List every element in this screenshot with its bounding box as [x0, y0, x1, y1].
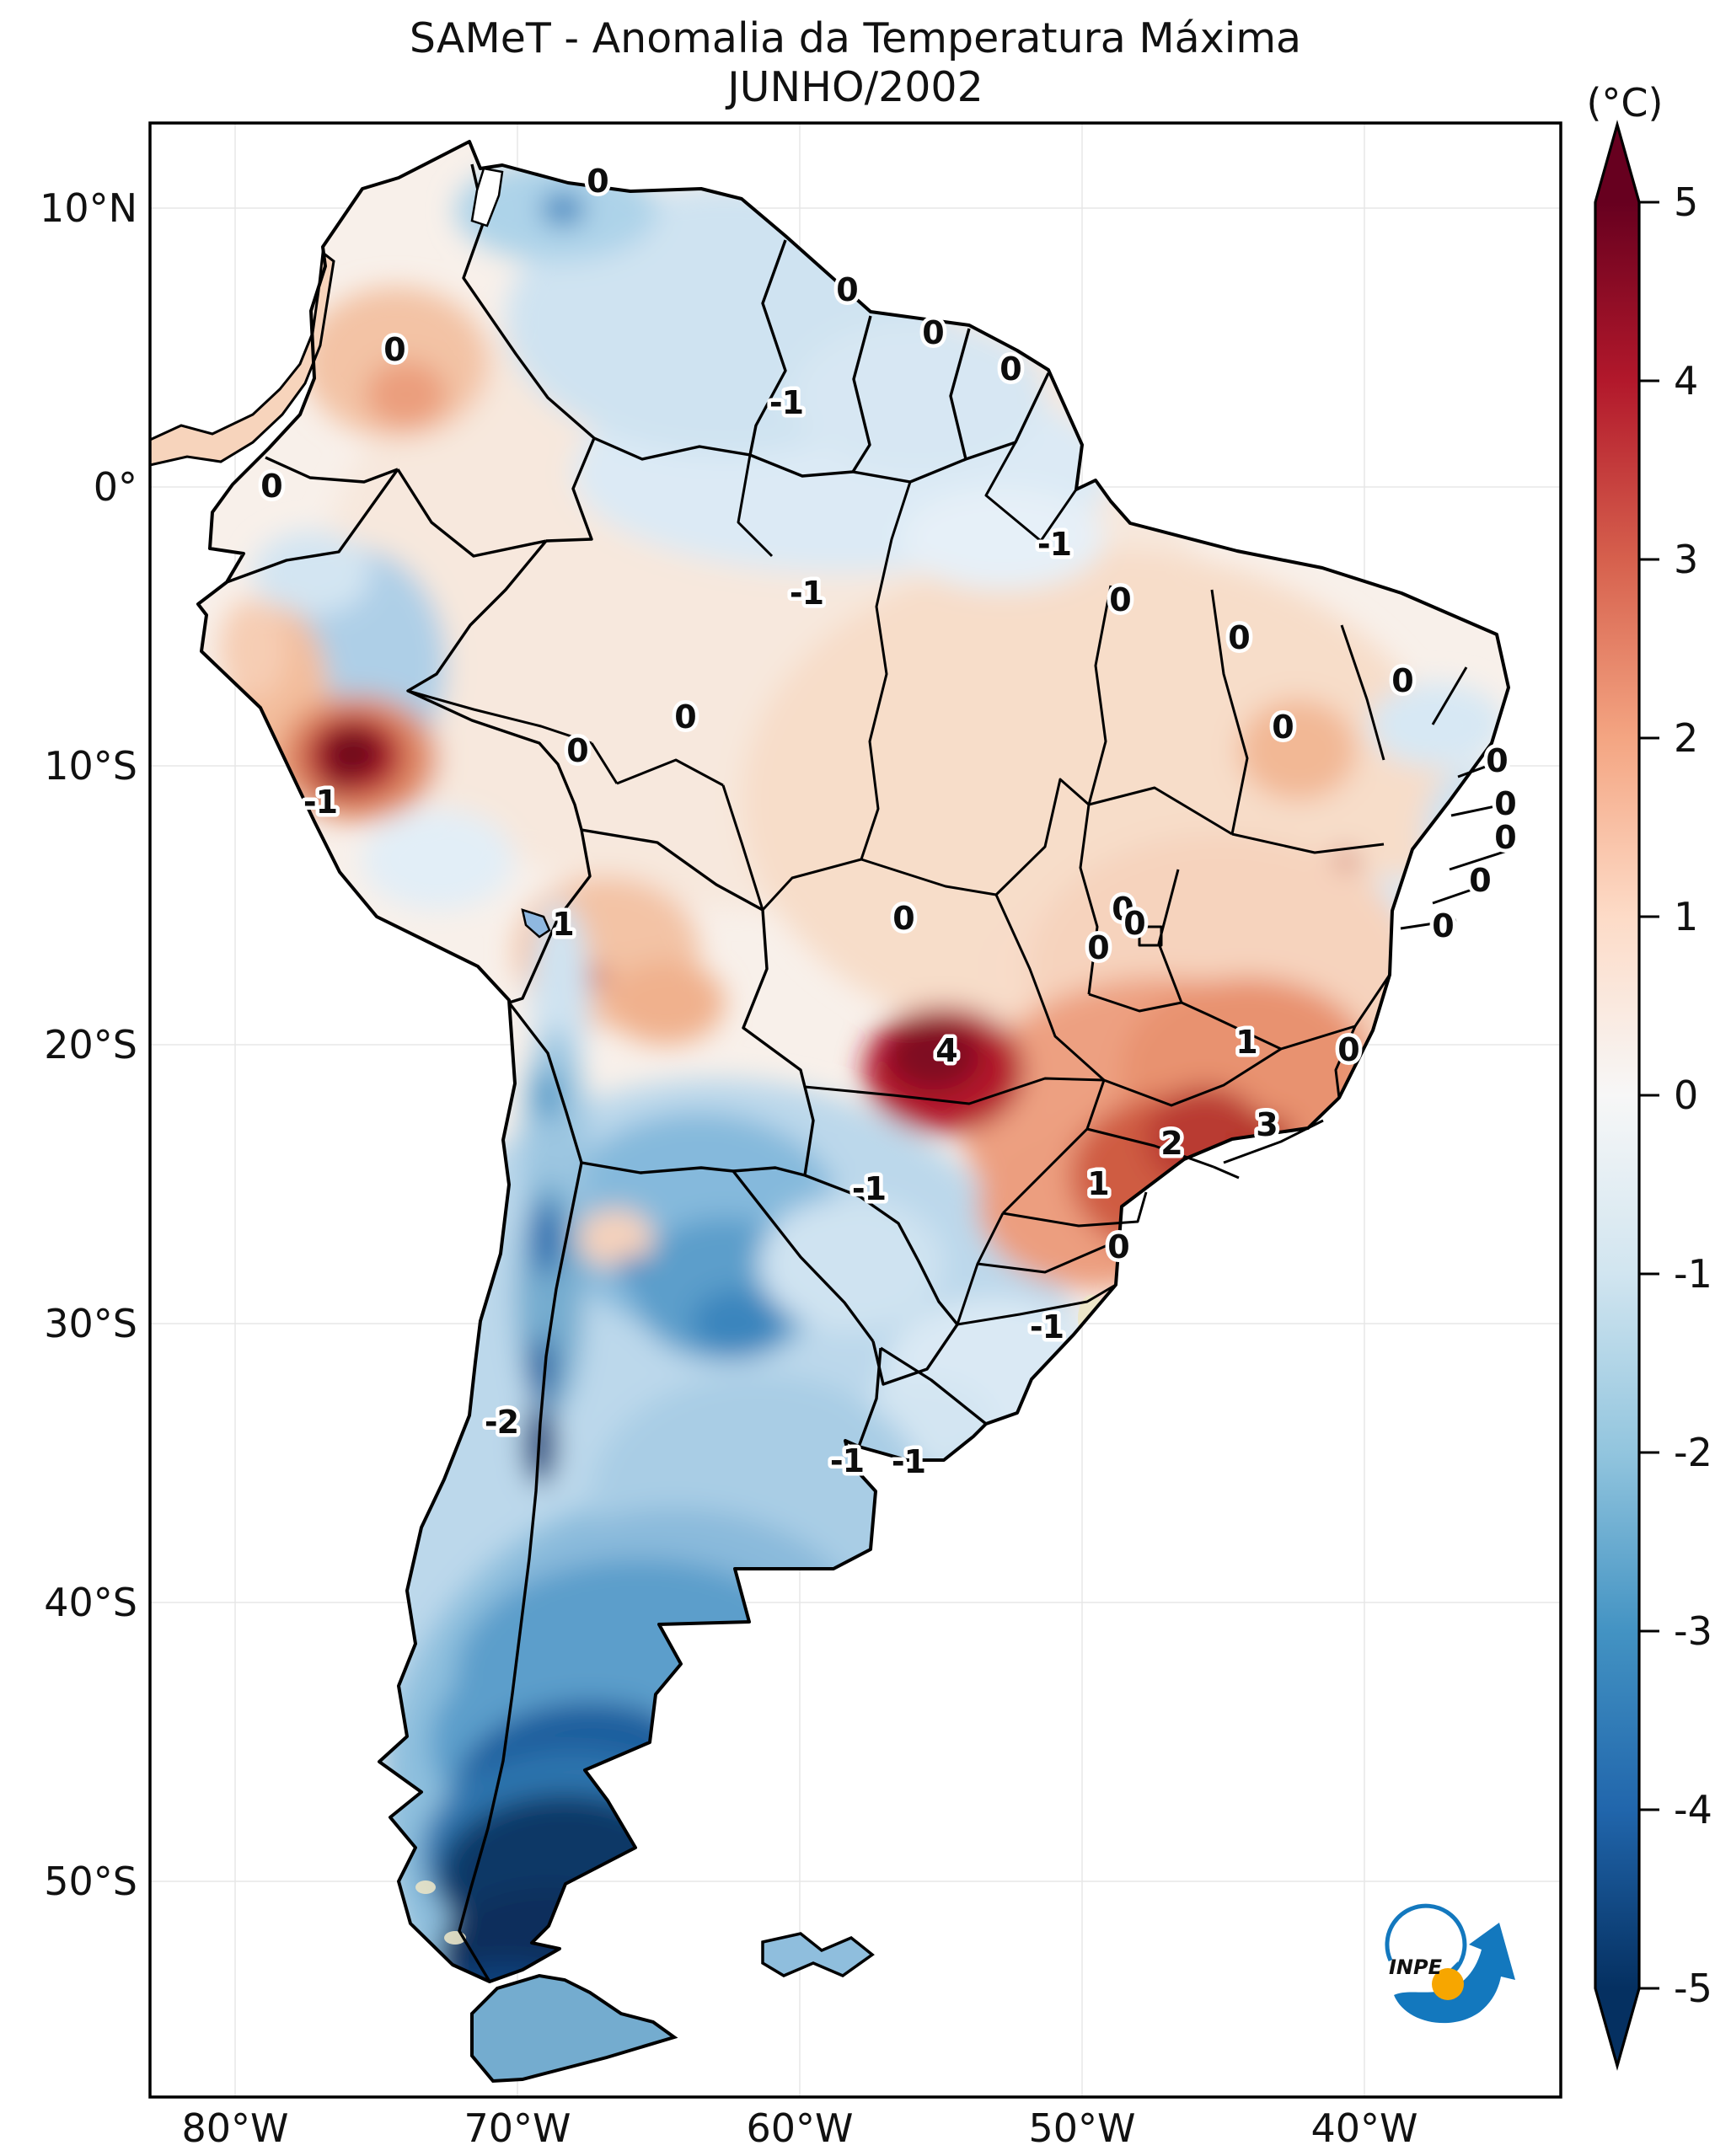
inpe-logo-swoosh-arrow-icon: [1394, 1923, 1515, 2024]
anomaly-value-label-rondonia: 0: [674, 698, 695, 736]
colorbar-ticks: 5 4 3 2 1 0 -1 -2 -3 -4 -5: [1639, 179, 1712, 2011]
anomaly-value-label-tocantins: 0: [1112, 891, 1133, 928]
colorbar-tick-label: 1: [1674, 894, 1698, 939]
anomaly-value-label-ceara: 0: [1391, 662, 1412, 699]
tierra-del-fuego-island: [470, 1973, 678, 2084]
anomaly-value-label-santa-catarina: 0: [1107, 1228, 1128, 1265]
colorbar-gradient-bar: [1595, 202, 1639, 1988]
anomaly-value-label-paraguay: -1: [852, 1170, 886, 1207]
anomaly-value-label-guyana: -1: [769, 384, 803, 421]
colorbar-tick-label: -4: [1674, 1787, 1712, 1832]
anomaly-value-label-maranhao: 0: [1228, 619, 1249, 656]
colorbar-upper-arrow: [1595, 125, 1639, 202]
colorbar-tick-label: 3: [1674, 537, 1698, 582]
anomaly-value-label-mato-grosso: 0: [892, 900, 914, 937]
latitude-tick-labels: 10°N 0° 10°S 20°S 30°S 40°S 50°S: [40, 185, 137, 1904]
panama-isthmus-land: [148, 250, 335, 467]
anomaly-value-label-espirito-santo: 0: [1337, 1031, 1359, 1068]
inpe-logo: INPE: [1385, 1903, 1515, 2024]
figure-title-line1: SAMeT - Anomalia da Temperatura Máxima: [410, 14, 1301, 62]
colorbar-tick-label: -1: [1674, 1251, 1712, 1297]
lon-tick-label: 40°W: [1310, 2105, 1417, 2151]
country-borders: [226, 163, 1050, 1982]
colorbar-unit-label: (°C): [1586, 80, 1663, 126]
lon-tick-label: 70°W: [464, 2105, 571, 2151]
anomaly-value-label-bolivia: 1: [552, 906, 573, 943]
lake-maracaibo: [470, 167, 504, 227]
lat-tick-label: 50°S: [44, 1859, 137, 1904]
lon-tick-label: 80°W: [181, 2105, 288, 2151]
colorbar: (°C) 5 4 3 2 1 0 -1 -2 -3 -4 -5: [1586, 80, 1712, 2071]
anomaly-value-label-sergipe: 0: [1432, 907, 1453, 944]
anomaly-value-label-parana: 1: [1087, 1165, 1108, 1202]
anomaly-value-label-ecuador: 0: [260, 468, 281, 505]
anomaly-value-label-suriname: 0: [836, 271, 857, 308]
anomaly-value-label-french-guiana: 0: [922, 314, 943, 351]
lat-tick-label: 10°N: [40, 185, 137, 231]
inpe-logo-orbit-icon: [1385, 1903, 1467, 1977]
anomaly-value-label-paraiba: 0: [1494, 785, 1515, 822]
longitude-tick-labels: 80°W 70°W 60°W 50°W 40°W: [181, 2105, 1417, 2151]
anomaly-value-label-mato-grosso-sul: 4: [935, 1032, 957, 1069]
anomaly-value-label-para-north: -1: [1037, 526, 1071, 563]
lat-tick-label: 0°: [94, 464, 137, 510]
lat-tick-label: 20°S: [44, 1022, 137, 1067]
anomaly-value-label-uruguay: -1: [892, 1443, 925, 1480]
anomaly-value-label-argentina-entre-rios: -1: [830, 1442, 864, 1479]
map-plot-frame: [148, 121, 1562, 2099]
anomaly-value-label-minas-gerais: 1: [1235, 1024, 1257, 1061]
anomaly-value-label-para-coast: 0: [1109, 581, 1130, 618]
anomaly-value-label-amazonas: -1: [790, 575, 823, 612]
anomaly-value-label-pernambuco: 0: [1494, 819, 1515, 856]
anomaly-value-label-rio-grande-sul: -1: [1030, 1308, 1064, 1345]
anomaly-value-label-venezuela: 0: [587, 163, 608, 200]
south-america-coastline: [196, 140, 1510, 1983]
colorbar-tick-label: -5: [1674, 1966, 1712, 2011]
anomaly-value-label-piaui: 0: [1272, 709, 1293, 746]
anomaly-value-label-peru-coast: -1: [303, 784, 337, 821]
lon-tick-label: 60°W: [746, 2105, 853, 2151]
inpe-logo-text: INPE: [1389, 1955, 1443, 1979]
anomaly-value-label-distrito-federal: 0: [1123, 905, 1144, 942]
anomaly-value-label-chile: -2: [485, 1404, 518, 1441]
anomaly-value-label-rio-de-janeiro: 3: [1256, 1106, 1277, 1143]
colorbar-tick-label: 4: [1674, 358, 1698, 404]
colorbar-tick-label: -2: [1674, 1430, 1712, 1475]
state-borders: [407, 441, 1516, 1326]
anomaly-value-label-goias: 0: [1087, 929, 1108, 966]
anomaly-value-label-sao-paulo: 2: [1160, 1125, 1182, 1162]
colorbar-tick-label: 0: [1674, 1073, 1698, 1118]
anomaly-value-label-acre: 0: [566, 732, 587, 769]
anomaly-value-label-alagoas: 0: [1469, 862, 1490, 899]
lake-titicaca: [521, 908, 551, 939]
lat-tick-label: 10°S: [44, 743, 137, 789]
figure-title-line2: JUNHO/2002: [725, 63, 983, 111]
lat-tick-label: 40°S: [44, 1580, 137, 1625]
lon-tick-label: 50°W: [1028, 2105, 1135, 2151]
colorbar-lower-arrow: [1595, 1988, 1639, 2066]
colorbar-tick-label: -3: [1674, 1608, 1712, 1654]
colorbar-tick-label: 2: [1674, 715, 1698, 761]
anomaly-value-label-amapa: 0: [999, 350, 1021, 388]
anomaly-value-label-rio-grande-norte: 0: [1486, 742, 1507, 779]
lat-tick-label: 30°S: [44, 1301, 137, 1346]
falkland-islands: [761, 1932, 875, 1977]
anomaly-value-label-colombia: 0: [383, 331, 405, 368]
colorbar-tick-label: 5: [1674, 179, 1698, 225]
inpe-logo-sun-icon: [1432, 1968, 1464, 2000]
